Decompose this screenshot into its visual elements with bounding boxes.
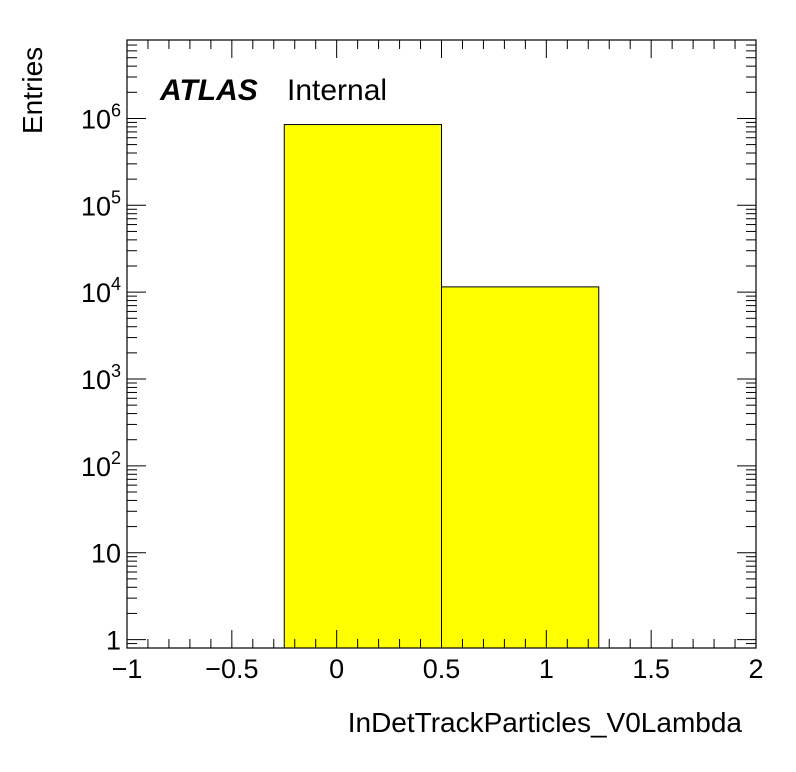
y-tick-label: 106 [81, 100, 121, 134]
y-tick-label: 10 [91, 539, 121, 569]
y-tick-label: 104 [81, 274, 121, 308]
y-tick-label: 103 [81, 361, 121, 395]
x-tick-label: 0 [329, 654, 344, 684]
x-tick-label: −1 [112, 654, 143, 684]
x-tick-label: 0.5 [423, 654, 461, 684]
x-tick-label: 1 [539, 654, 554, 684]
histogram-bar-0 [283, 124, 442, 649]
atlas-label: ATLAS [159, 74, 258, 107]
y-tick-label: 102 [81, 448, 121, 482]
x-tick-label: 2 [748, 654, 763, 684]
axis-ticks [126, 39, 757, 649]
x-axis-label: InDetTrackParticles_V0Lambda [348, 707, 743, 738]
y-tick-label: 1 [106, 626, 121, 656]
y-tick-label: 105 [81, 187, 121, 221]
y-axis-label: Entries [17, 47, 48, 134]
x-tick-label: 1.5 [632, 654, 670, 684]
x-tick-label: −0.5 [205, 654, 258, 684]
internal-label: Internal [287, 74, 387, 107]
histogram-bars [283, 124, 600, 649]
y-tick-labels: 1 10 102 103 104 105 106 [81, 100, 121, 655]
x-tick-labels: −1 −0.5 0 0.5 1 1.5 2 [112, 654, 764, 684]
histogram-bar-1 [441, 286, 600, 649]
